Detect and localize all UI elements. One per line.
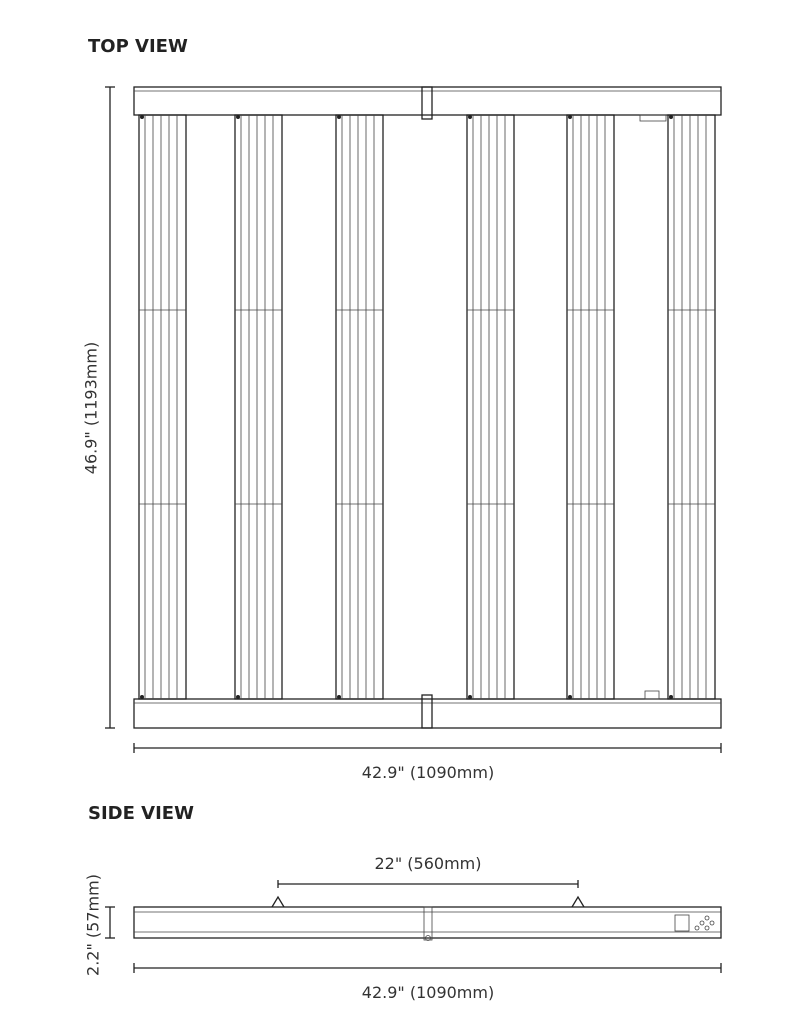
bar-cap — [337, 695, 341, 699]
side-height-label: 2.2" (57mm) — [84, 874, 103, 976]
light-bar — [335, 114, 384, 700]
light-bar — [234, 114, 283, 700]
connector — [639, 114, 667, 122]
bar-cap — [140, 695, 144, 699]
center-bracket — [421, 694, 433, 729]
center-bracket — [421, 86, 433, 120]
light-bar — [138, 114, 187, 700]
bar-cap — [140, 115, 144, 119]
bar-cap — [568, 695, 572, 699]
knob — [425, 935, 431, 941]
bar-cap — [669, 695, 673, 699]
spacing-label: 22" (560mm) — [375, 854, 482, 873]
top-view-title: TOP VIEW — [88, 36, 188, 57]
light-bar — [466, 114, 515, 700]
center-joint — [423, 906, 433, 941]
light-bar — [566, 114, 615, 700]
side-view-title: SIDE VIEW — [88, 803, 194, 824]
top-view — [133, 86, 722, 729]
display — [674, 914, 690, 932]
light-bar — [667, 114, 716, 700]
bar-cap — [468, 695, 472, 699]
button — [704, 925, 710, 931]
bar-cap — [568, 115, 572, 119]
side-width-label: 42.9" (1090mm) — [362, 983, 494, 1002]
connector — [644, 690, 660, 700]
buttons — [694, 915, 715, 931]
button — [699, 920, 705, 926]
bar-cap — [669, 115, 673, 119]
width-label: 42.9" (1090mm) — [362, 763, 494, 782]
bar-cap — [236, 115, 240, 119]
height-label: 46.9" (1193mm) — [82, 342, 101, 474]
button — [704, 915, 710, 921]
hanger — [271, 895, 585, 908]
bar-cap — [337, 115, 341, 119]
button — [694, 925, 700, 931]
button — [709, 920, 715, 926]
bar-cap — [468, 115, 472, 119]
bar-cap — [236, 695, 240, 699]
